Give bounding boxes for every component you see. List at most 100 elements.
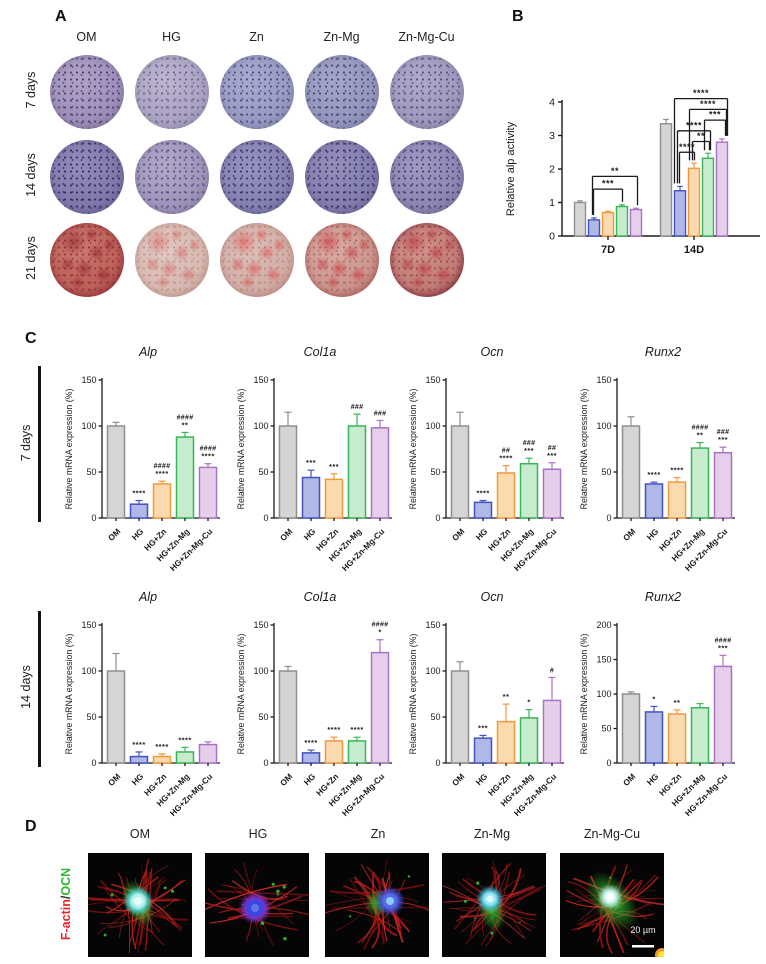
x-category-label: OM [106, 526, 123, 543]
bar [198, 466, 218, 519]
significance-hashes: #### [154, 463, 171, 470]
fluorescence-column-header: HG [248, 827, 268, 841]
side-label-slash: / [59, 895, 73, 900]
scale-bar [632, 945, 654, 948]
bar [690, 447, 710, 519]
ocn-dot [276, 893, 279, 896]
svg-text:50: 50 [430, 712, 440, 722]
culture-dish [49, 55, 124, 129]
chart-title: Alp [138, 590, 157, 604]
ocn-dot [103, 933, 107, 937]
significance-stars: **** [304, 738, 317, 747]
dish-column-header: OM [76, 30, 97, 44]
c-ylabel: Relative mRNA expression (%) [236, 389, 246, 510]
dish-column-header: Zn-Mg-Cu [398, 30, 455, 44]
bar [129, 755, 149, 764]
dish-cell [214, 140, 299, 214]
fluorescence-column-header: OM [129, 827, 151, 841]
bar [542, 699, 562, 764]
svg-text:0: 0 [263, 758, 268, 768]
ocn-dot [609, 876, 612, 879]
dish-column-header: HG [162, 30, 181, 44]
x-category-label: HG [474, 526, 490, 542]
ocn-dot [407, 875, 411, 878]
culture-dish [304, 223, 379, 297]
culture-dish [389, 140, 464, 214]
dish-cell [129, 55, 214, 129]
bar [473, 737, 493, 764]
significance-stars: * [378, 628, 381, 637]
bar [687, 167, 701, 237]
bar [659, 123, 673, 237]
x-category-label: OM [106, 771, 123, 788]
significance-hashes: #### [177, 414, 194, 421]
c-ylabel: Relative mRNA expression (%) [408, 389, 418, 510]
dish-cell [129, 140, 214, 214]
bar [587, 219, 601, 237]
b-bars [573, 118, 729, 237]
svg-text:0: 0 [435, 758, 440, 768]
x-category-label: OM [278, 526, 295, 543]
bar [370, 651, 390, 764]
c-ylabel: Relative mRNA expression (%) [236, 634, 246, 755]
bar [601, 211, 615, 237]
bar [701, 157, 715, 237]
fluorescence-image-zn-mg-cu: 20 µm [560, 853, 664, 957]
significance-stars: ** [697, 431, 704, 440]
bar [496, 720, 516, 764]
significance-stars: *** [709, 110, 721, 120]
significance-stars: *** [718, 435, 728, 444]
bar [450, 670, 470, 764]
dish-cell [299, 223, 384, 297]
side-label-factin: F-actin [59, 899, 73, 941]
panel-a-label: A [55, 8, 67, 25]
f-actin-filament [462, 878, 537, 916]
svg-text:200: 200 [596, 620, 611, 630]
significance-stars: **** [327, 725, 340, 734]
x-category-label: HG [130, 526, 146, 542]
culture-dish [134, 140, 209, 214]
bar [106, 425, 126, 519]
ocn-dot [282, 885, 286, 889]
panel-a-column-headers: OM HG Zn Zn-Mg Zn-Mg-Cu [44, 30, 469, 44]
svg-text:100: 100 [81, 421, 96, 431]
x-category-label: OM [278, 771, 295, 788]
b-significance-brackets: ************************** [591, 88, 729, 215]
fluorescence-column-header: Zn [370, 827, 386, 841]
significance-stars: **** [132, 740, 145, 749]
svg-text:100: 100 [81, 666, 96, 676]
svg-text:0: 0 [91, 513, 96, 523]
significance-stars: **** [499, 454, 512, 463]
mrna-chart-alp-14d: Alp Relative mRNA expression (%) 0 50 100 150… [64, 590, 220, 818]
svg-text:50: 50 [86, 467, 96, 477]
significance-hashes: ### [717, 429, 730, 436]
bar [106, 670, 126, 764]
svg-text:150: 150 [253, 620, 268, 630]
bar [278, 425, 298, 519]
significance-hashes: ## [548, 445, 556, 452]
panel-b-label: B [512, 8, 524, 25]
b-group-label: 14D [684, 244, 704, 256]
significance-stars: *** [718, 643, 728, 652]
bar [278, 670, 298, 764]
panel-c-row2-bracket-line [38, 611, 41, 767]
bar [450, 425, 470, 519]
bar [175, 751, 195, 764]
bar [542, 468, 562, 519]
svg-text:0: 0 [549, 231, 555, 243]
x-category-label: HG [130, 771, 146, 787]
significance-hashes: ### [523, 440, 536, 447]
svg-text:3: 3 [549, 130, 555, 142]
significance-stars: **** [686, 120, 702, 130]
svg-text:50: 50 [258, 712, 268, 722]
dish-column-header: Zn-Mg [323, 30, 360, 44]
significance-stars: **** [670, 466, 683, 475]
bar [713, 451, 733, 519]
bar [324, 740, 344, 764]
mrna-chart-col1a-7d: Col1a Relative mRNA expression (%) 0 50 100 1… [236, 345, 392, 573]
culture-dish [134, 223, 209, 297]
x-category-label: OM [450, 771, 467, 788]
dish-cell [299, 55, 384, 129]
bar [519, 462, 539, 519]
